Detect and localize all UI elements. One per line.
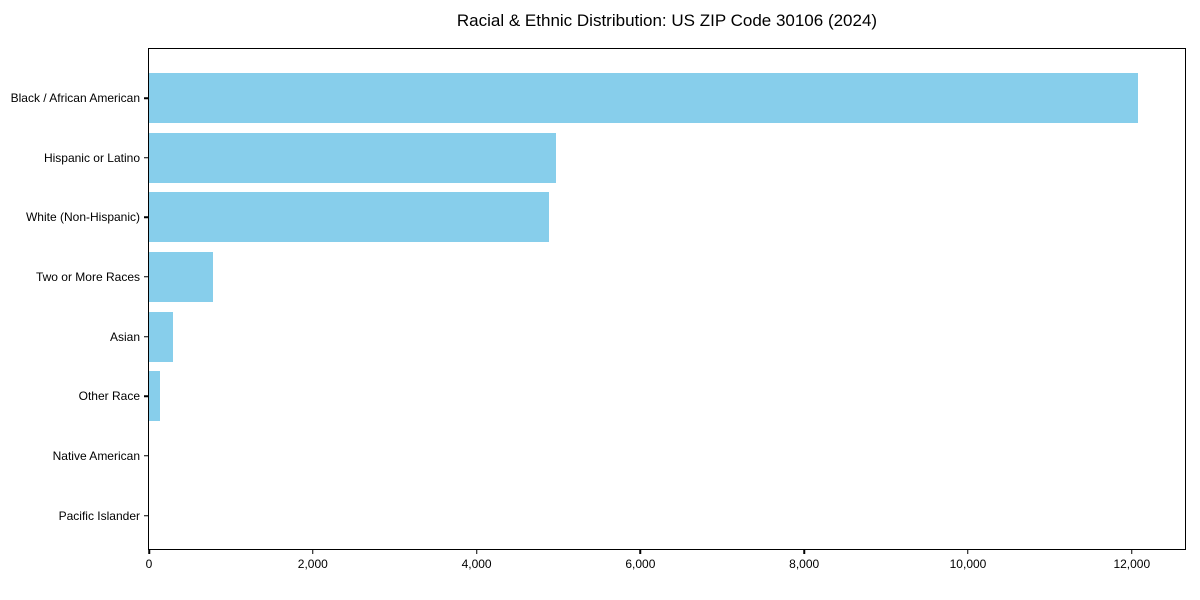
ytick-label-other-race: Other Race bbox=[78, 389, 140, 404]
bar-two-or-more-races bbox=[149, 251, 213, 302]
ytick-mark bbox=[144, 395, 149, 398]
xtick-label-10000: 10,000 bbox=[949, 557, 987, 571]
xtick-label-2000: 2,000 bbox=[297, 557, 328, 571]
plot-area: Black / African American Hispanic or Lati… bbox=[11, 48, 1186, 571]
ytick-label-black-african-american: Black / African American bbox=[10, 91, 140, 105]
ytick-label-hispanic-or-latino: Hispanic or Latino bbox=[43, 150, 140, 165]
xtick-label-8000: 8,000 bbox=[789, 557, 820, 571]
ytick-mark bbox=[144, 335, 149, 338]
ytick-mark bbox=[144, 514, 149, 517]
xtick-mark bbox=[475, 549, 478, 554]
xtick-mark bbox=[639, 549, 642, 554]
xtick-label-4000: 4,000 bbox=[461, 557, 492, 571]
ytick-label-two-or-more-races: Two or More Races bbox=[35, 269, 140, 284]
bar-white-non-hispanic bbox=[149, 192, 549, 243]
ytick-mark bbox=[144, 156, 149, 159]
xtick-mark bbox=[803, 549, 805, 554]
bar-black-african-american bbox=[149, 73, 1138, 123]
xtick-mark bbox=[967, 549, 969, 554]
ytick-label-native-american: Native American bbox=[52, 448, 140, 463]
ytick-mark bbox=[144, 97, 149, 99]
ytick-label-asian: Asian bbox=[109, 329, 140, 344]
bar-asian bbox=[149, 311, 173, 362]
ytick-mark bbox=[144, 276, 149, 278]
xtick-mark bbox=[148, 549, 150, 554]
xtick-mark bbox=[1131, 549, 1133, 554]
ytick-mark bbox=[144, 216, 149, 219]
xtick-label-6000: 6,000 bbox=[625, 557, 656, 571]
xtick-mark bbox=[312, 549, 314, 554]
bar-other-race bbox=[149, 371, 160, 422]
xtick-label-12000: 12,000 bbox=[1113, 557, 1151, 571]
ytick-label-white-non-hispanic: White (Non-Hispanic) bbox=[25, 210, 140, 225]
ytick-mark bbox=[144, 455, 149, 457]
ytick-label-pacific-islander: Pacific Islander bbox=[58, 508, 140, 523]
chart-title: Racial & Ethnic Distribution: US ZIP Cod… bbox=[456, 11, 878, 30]
xtick-label-0: 0 bbox=[145, 557, 153, 571]
bar-hispanic-or-latino bbox=[149, 132, 557, 183]
